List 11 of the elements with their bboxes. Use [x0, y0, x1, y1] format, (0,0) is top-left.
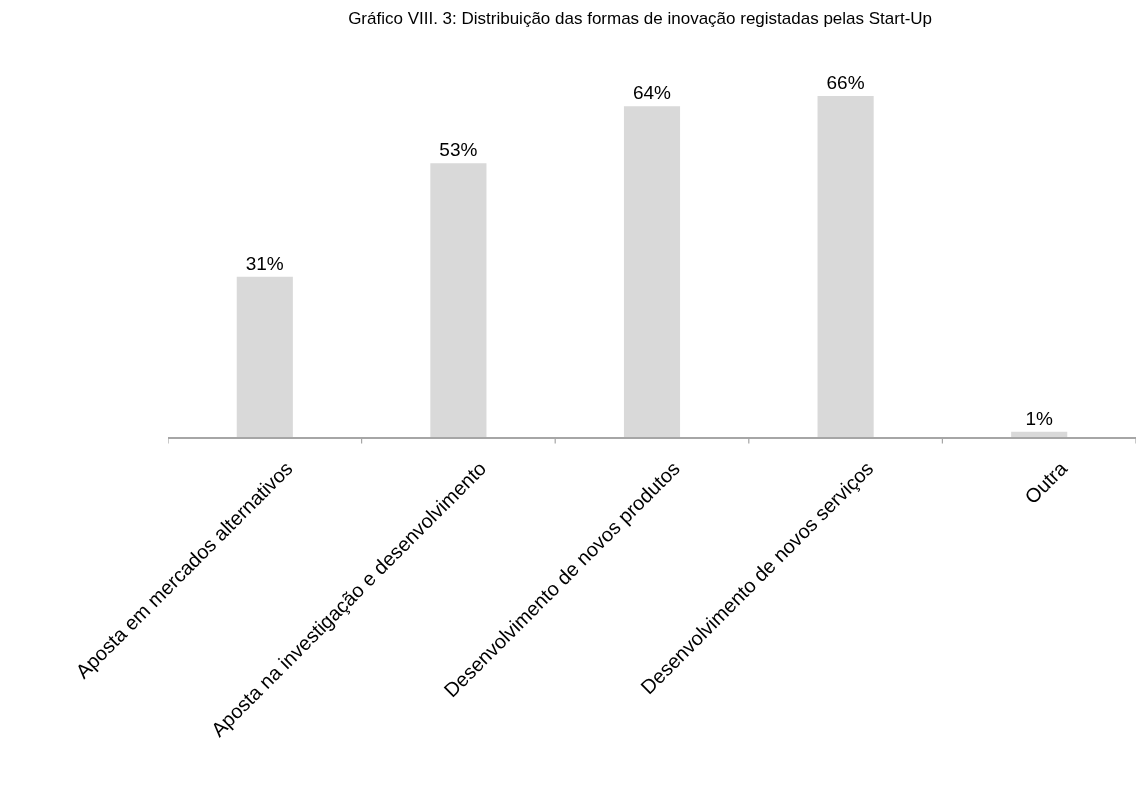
bar	[236, 276, 293, 437]
bar	[817, 95, 874, 437]
bar	[623, 106, 681, 437]
bar	[430, 163, 487, 437]
data-label: 53%	[439, 139, 478, 161]
data-label: 64%	[632, 82, 672, 104]
chart-title: Gráfico VIII. 3: Distribuição das formas de inovação registadas pelas Start-Up	[348, 8, 933, 28]
bar	[1011, 431, 1068, 437]
data-label: 66%	[826, 71, 865, 93]
data-label: 1%	[1025, 407, 1053, 429]
data-label: 31%	[245, 252, 284, 274]
